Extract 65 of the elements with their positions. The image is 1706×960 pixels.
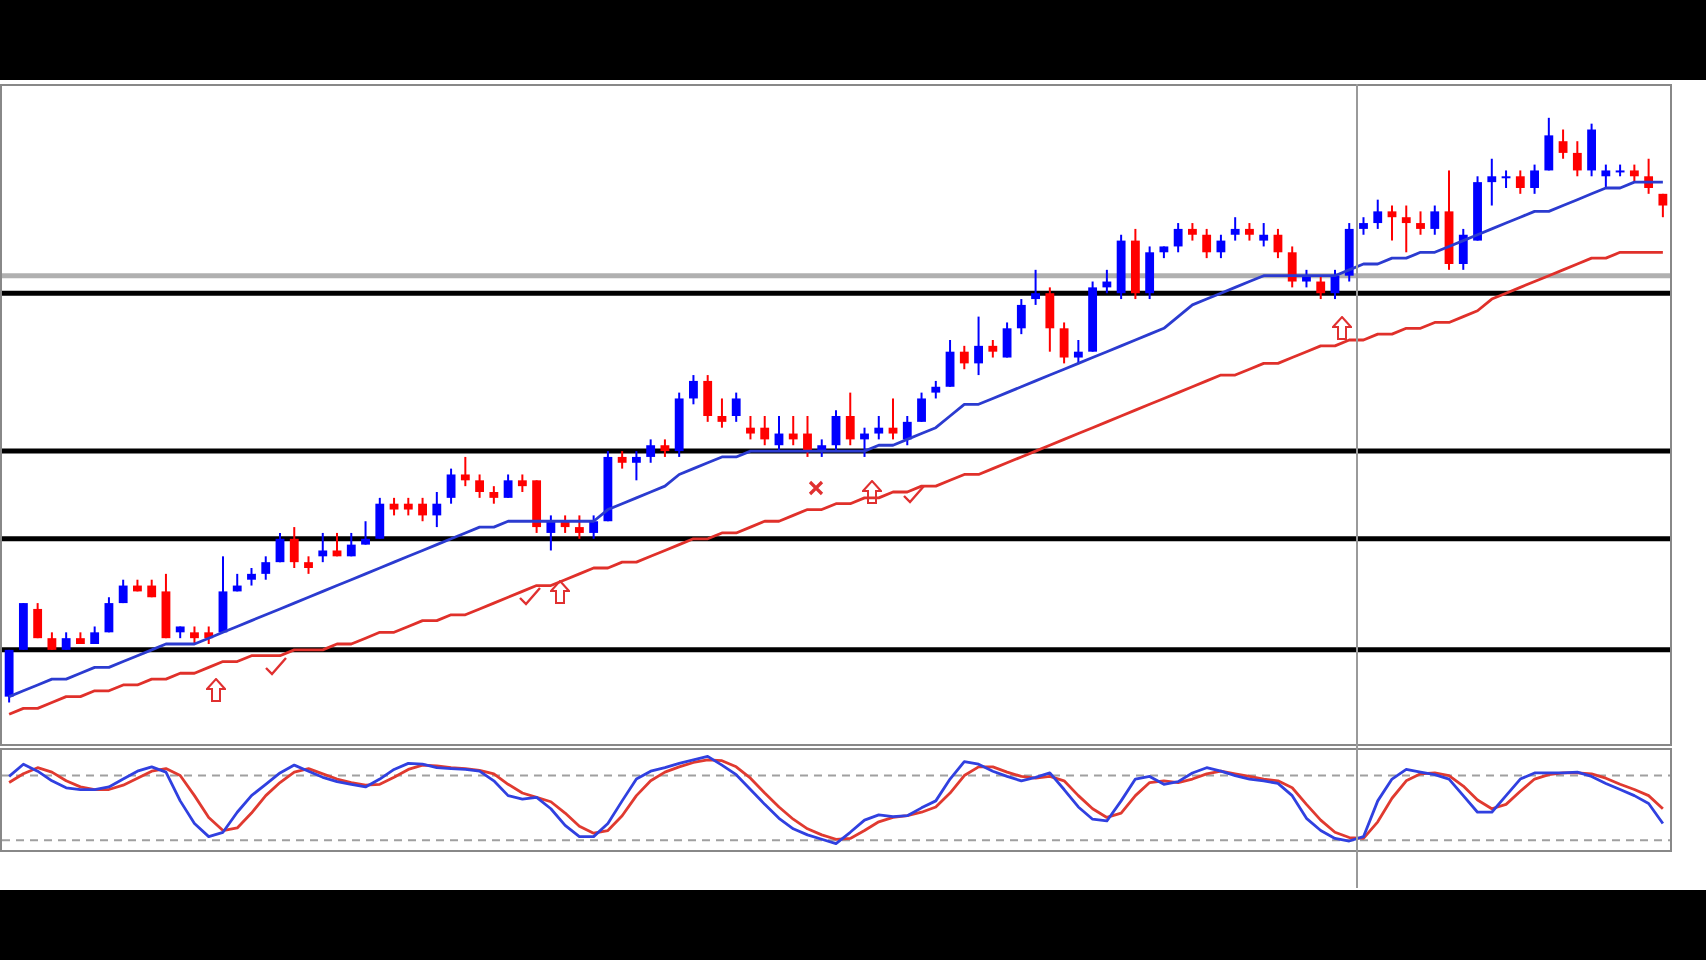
candlestick — [1544, 116, 1554, 172]
candlestick — [1016, 298, 1026, 336]
candlestick — [646, 438, 656, 464]
candlestick — [318, 531, 328, 564]
candlestick — [4, 648, 14, 704]
candlestick — [1002, 321, 1012, 359]
candlestick — [1558, 128, 1568, 160]
candlestick — [1387, 204, 1397, 242]
candlestick — [503, 473, 513, 499]
candlestick — [1572, 140, 1582, 178]
candlestick — [1344, 222, 1354, 283]
candlestick — [532, 479, 542, 534]
candlestick — [589, 514, 599, 540]
candlestick — [1515, 169, 1525, 195]
candlestick — [1145, 245, 1155, 301]
candlestick — [1316, 274, 1326, 301]
candlestick — [1487, 157, 1497, 207]
candlestick — [874, 415, 884, 441]
candlestick — [1587, 122, 1597, 178]
candlestick — [888, 397, 898, 441]
candlestick — [475, 473, 485, 499]
candlestick — [746, 415, 755, 441]
candlestick — [446, 467, 456, 505]
candlestick — [574, 514, 584, 540]
candlestick — [289, 526, 299, 570]
candlestick — [1458, 227, 1468, 271]
candlestick — [104, 596, 114, 634]
candlestick — [460, 455, 470, 488]
candlestick — [418, 496, 427, 523]
candlestick — [1073, 338, 1083, 365]
candlestick — [1416, 210, 1425, 236]
candlestick — [361, 520, 370, 546]
candlestick — [1202, 227, 1212, 260]
candlestick — [1530, 163, 1539, 195]
candlestick — [33, 602, 43, 640]
candlestick — [375, 496, 385, 540]
candlestick — [731, 391, 741, 423]
candlestick — [902, 415, 912, 447]
candlestick — [1287, 245, 1297, 289]
candlestick — [917, 391, 926, 423]
candlestick — [689, 374, 698, 406]
candlestick — [945, 338, 955, 388]
candlestick — [261, 555, 271, 581]
candlestick — [845, 391, 855, 447]
candlestick — [1031, 268, 1041, 306]
candlestick — [18, 602, 28, 651]
candlestick — [1173, 222, 1183, 254]
candlestick — [1373, 198, 1383, 230]
candlestick — [1401, 204, 1411, 254]
candlestick — [760, 415, 770, 447]
candlestick — [1430, 204, 1440, 236]
candlestick — [1259, 222, 1269, 248]
candlestick — [631, 450, 641, 482]
candlestick — [959, 344, 969, 371]
candlestick — [717, 397, 727, 429]
candlestick — [432, 491, 442, 529]
candlestick — [974, 315, 983, 377]
candlestick — [803, 415, 812, 458]
candlestick — [703, 374, 713, 423]
candlestick — [1230, 216, 1240, 242]
candlestick — [1059, 321, 1069, 365]
candlestick — [1601, 163, 1611, 189]
candlestick — [1045, 286, 1055, 353]
candlestick — [161, 572, 171, 640]
candlestick — [831, 409, 841, 453]
